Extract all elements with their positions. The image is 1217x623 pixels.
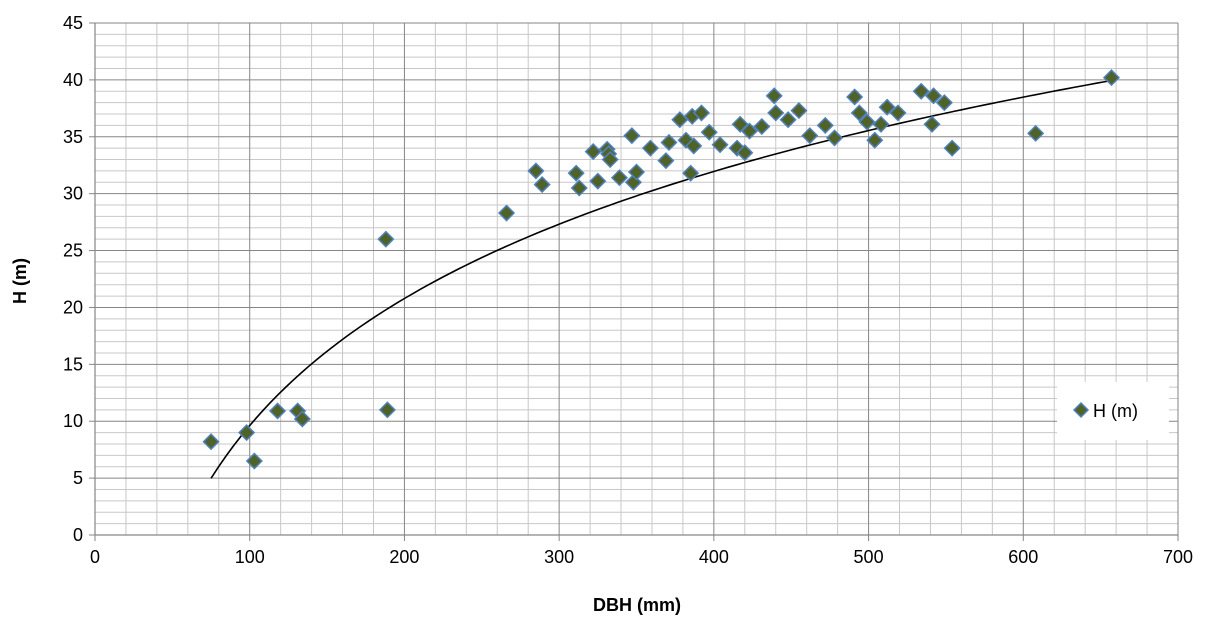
- data-point: [570, 179, 588, 197]
- axes: [89, 22, 1179, 541]
- data-point: [924, 87, 943, 105]
- data-point: [589, 172, 607, 190]
- y-tick-label: 40: [63, 70, 83, 90]
- x-tick-label: 200: [389, 547, 419, 567]
- data-point: [816, 116, 834, 134]
- data-point: [753, 117, 771, 136]
- data-point: [692, 104, 711, 122]
- data-point: [533, 176, 551, 194]
- data-point: [641, 139, 659, 157]
- legend: H (m): [1057, 382, 1169, 440]
- data-point: [889, 104, 907, 122]
- data-point: [269, 402, 287, 420]
- y-tick-label: 15: [63, 354, 83, 374]
- data-point: [711, 136, 729, 154]
- y-tick-label: 25: [63, 241, 83, 261]
- data-point: [935, 94, 953, 112]
- y-tick-labels: 0 5 10 15 20 25 30 35 40 45: [63, 13, 83, 545]
- data-point: [825, 129, 844, 147]
- y-tick-label: 20: [63, 297, 83, 317]
- data-point: [584, 143, 602, 161]
- data-point: [850, 104, 868, 122]
- y-tick-label: 35: [63, 127, 83, 147]
- data-point: [765, 87, 783, 105]
- y-tick-label: 10: [63, 411, 83, 431]
- data-point: [623, 127, 641, 145]
- data-point: [912, 82, 930, 100]
- data-point: [685, 137, 703, 155]
- x-tick-label: 500: [854, 547, 884, 567]
- data-point: [790, 102, 808, 120]
- x-tick-label: 400: [699, 547, 729, 567]
- data-point: [377, 230, 395, 248]
- data-point: [238, 424, 256, 442]
- data-points: [202, 69, 1121, 470]
- data-point: [497, 204, 516, 222]
- data-point: [202, 433, 220, 451]
- x-tick-label: 600: [1008, 547, 1038, 567]
- y-axis-title: H (m): [10, 258, 30, 304]
- data-point: [740, 122, 759, 140]
- data-point: [601, 150, 619, 169]
- data-point: [293, 410, 311, 428]
- data-point: [923, 115, 941, 133]
- data-point: [736, 144, 754, 162]
- trendline: [210, 79, 1112, 479]
- y-tick-label: 30: [63, 184, 83, 204]
- data-point: [943, 139, 961, 157]
- data-point: [779, 111, 797, 129]
- y-tick-label: 5: [73, 468, 83, 488]
- x-tick-label: 0: [90, 547, 100, 567]
- data-point: [1102, 69, 1121, 87]
- y-tick-label: 45: [63, 13, 83, 33]
- y-tick-label: 0: [73, 525, 83, 545]
- data-point: [660, 133, 678, 152]
- data-point: [700, 123, 718, 141]
- x-tick-label: 700: [1163, 547, 1193, 567]
- data-point: [1027, 124, 1045, 142]
- x-tick-labels: 0 100 200 300 400 500 600 700: [90, 547, 1193, 567]
- legend-marker-diamond: [1072, 401, 1090, 419]
- data-point: [657, 152, 675, 170]
- data-point: [567, 164, 585, 182]
- data-point: [682, 164, 700, 182]
- data-point: [731, 115, 749, 133]
- data-point: [610, 169, 629, 187]
- data-point: [866, 131, 884, 149]
- data-point: [801, 127, 819, 145]
- data-point: [767, 104, 785, 122]
- data-point: [527, 162, 545, 180]
- minor-grid: [95, 23, 1178, 535]
- data-point: [872, 115, 890, 133]
- data-point: [378, 401, 396, 419]
- x-tick-label: 300: [544, 547, 574, 567]
- data-point: [627, 163, 646, 181]
- data-point: [858, 113, 876, 131]
- data-point: [878, 98, 896, 116]
- x-tick-label: 100: [235, 547, 265, 567]
- legend-label: H (m): [1093, 401, 1138, 421]
- x-axis-title: DBH (mm): [593, 595, 681, 615]
- data-point: [846, 88, 864, 106]
- data-point: [245, 452, 263, 470]
